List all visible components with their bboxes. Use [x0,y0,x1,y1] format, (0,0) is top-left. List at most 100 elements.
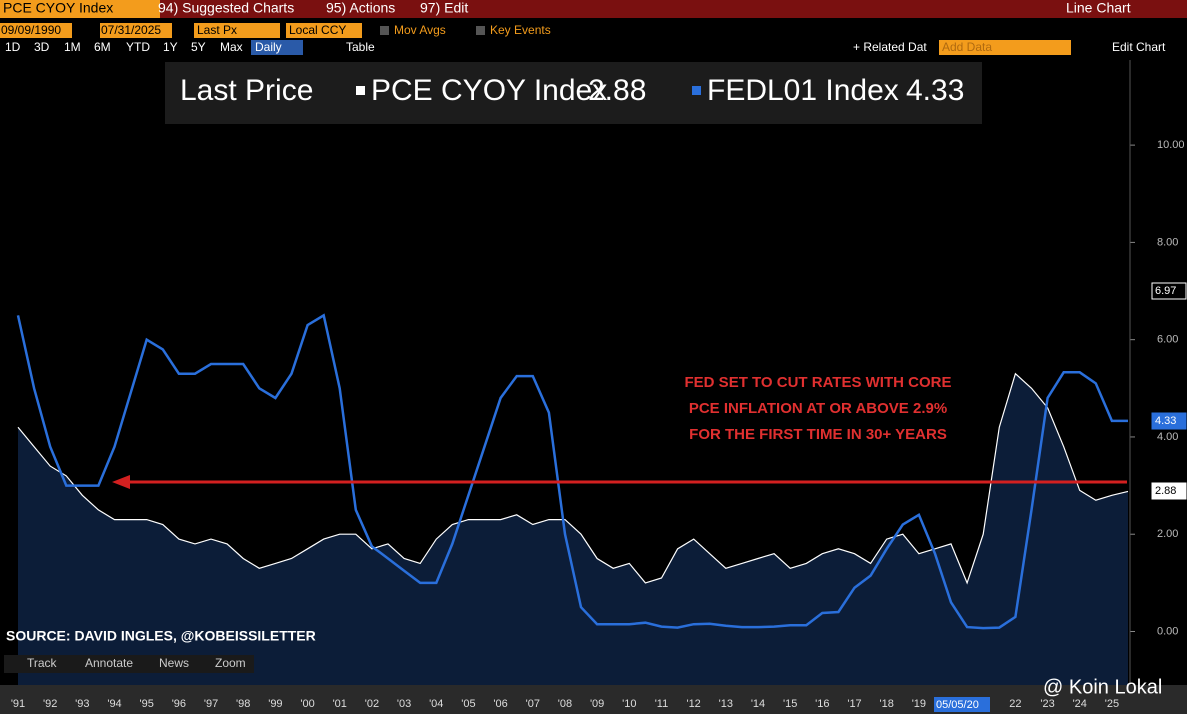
legend-swatch [692,86,701,95]
menu[interactable]: 95) Actions [326,0,395,16]
x-tick-label: '95 [140,698,154,710]
x-tick-label: 22 [1009,698,1021,710]
tool[interactable]: News [159,656,189,670]
x-tick-label: '06 [493,698,507,710]
tool[interactable]: Zoom [215,656,246,670]
legend-label: FEDL01 Index [707,74,899,107]
range-button[interactable]: Max [220,40,243,54]
x-tick-label: '91 [11,698,25,710]
menu[interactable]: 94) Suggested Charts [158,0,294,16]
x-tick-label: '99 [268,698,282,710]
range-button[interactable]: 1Y [163,40,178,54]
x-tick-label: '04 [429,698,443,710]
x-tick-label: '09 [590,698,604,710]
option[interactable]: Mov Avgs [394,23,446,37]
tool-bar [4,655,254,673]
y-tick-label: 4.00 [1157,431,1178,443]
chart-type[interactable]: Line Chart [1066,0,1131,16]
y-tick-label: 0.00 [1157,625,1178,637]
x-tick-label: '10 [622,698,636,710]
annotation: PCE INFLATION AT OR ABOVE 2.9% [689,400,947,417]
legend-label: PCE CYOY Index [371,74,607,107]
y-tick-label: 8.00 [1157,236,1178,248]
checkbox[interactable] [476,26,485,35]
edit-chart[interactable]: Edit Chart [1112,40,1166,54]
annotation: FED SET TO CUT RATES WITH CORE [685,374,952,391]
menu[interactable]: 97) Edit [420,0,468,16]
option[interactable]: Key Events [490,23,551,37]
frequency-select[interactable] [251,40,303,55]
annotation: FOR THE FIRST TIME IN 30+ YEARS [689,426,947,443]
ticker: PCE CYOY Index [3,0,113,16]
legend-swatch [356,86,365,95]
x-tick-label: '97 [204,698,218,710]
menu-bar [0,0,1187,18]
x-tick-label: '17 [847,698,861,710]
x-tick-label: '16 [815,698,829,710]
arrow-head [112,475,130,489]
range-button[interactable]: 5Y [191,40,206,54]
tool[interactable]: Annotate [85,656,133,670]
side-label: 2.88 [1155,485,1176,497]
range-buttons: 1D 3D 1M 6M YTD 1Y 5Y Max [5,40,243,54]
field-select[interactable] [194,23,280,38]
x-tick-label: '07 [526,698,540,710]
range-button[interactable]: YTD [126,40,150,54]
area [18,373,1128,685]
date-field[interactable] [100,23,172,38]
x-tick-label: '03 [397,698,411,710]
range-button[interactable]: 1M [64,40,81,54]
x-tick-label: '01 [333,698,347,710]
range-button[interactable]: 6M [94,40,111,54]
range-button[interactable]: 3D [34,40,50,54]
frequency: Daily [255,40,282,54]
legend-box [165,62,982,124]
x-tick-label: '18 [880,698,894,710]
x-tick-label: '93 [75,698,89,710]
x-tick-label: '92 [43,698,57,710]
side-label-box [1151,412,1187,430]
x-tick-label: '12 [686,698,700,710]
x-tick-label: '14 [751,698,765,710]
legend-title: Last Price [180,74,313,107]
add-data-field[interactable] [939,40,1071,55]
start-date: 09/09/1990 [1,23,61,37]
side-label-box [1151,482,1187,500]
x-tick-label: '19 [912,698,926,710]
y-tick-label: 2.00 [1157,528,1178,540]
add-data: Add Data [942,40,992,54]
x-tick-label: '94 [107,698,121,710]
ticker-field[interactable] [0,0,160,18]
range-button[interactable]: 1D [5,40,21,54]
cursor-date: 05/05/20 [936,699,979,711]
table-button[interactable]: Table [346,40,375,54]
watermark: @ Koin Lokal [1043,676,1162,698]
y-tick-label: 6.00 [1157,334,1178,346]
related-data[interactable]: + Related Dat [853,40,927,54]
legend-value: 2.88 [588,74,646,107]
date-field[interactable] [0,23,72,38]
side-label: 6.97 [1155,285,1176,297]
x-tick-label: '08 [558,698,572,710]
y-tick-label: 10.00 [1157,139,1185,151]
end-date: 07/31/2025 [101,23,161,37]
x-tick-label: '11 [655,698,669,710]
line [17,372,1129,585]
x-tick-label: '02 [365,698,379,710]
checkbox[interactable] [380,26,389,35]
legend-value: 4.33 [906,74,964,107]
side-label-box [1151,282,1187,300]
tool[interactable]: Track [27,656,58,670]
currency: Local CCY [289,23,346,37]
cursor-box [934,697,990,712]
x-tick-label: '25 [1105,698,1119,710]
field: Last Px [197,23,237,37]
side-label: 4.33 [1155,415,1176,427]
x-tick-label: '24 [1073,698,1087,710]
currency-select[interactable] [286,23,362,38]
line [16,313,1128,630]
plot: 0.00 2.00 4.00 6.00 8.00 10.00 [16,60,1185,685]
x-tick-label: '96 [172,698,186,710]
